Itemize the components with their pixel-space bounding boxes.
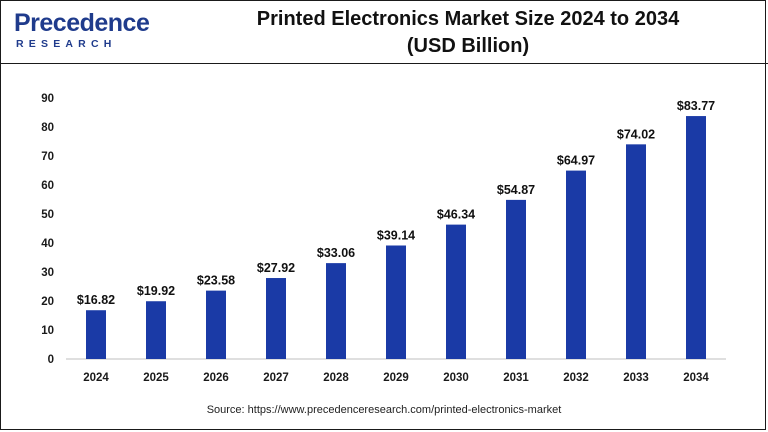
header-divider: [0, 63, 768, 64]
bar-chart: 0102030405060708090$16.822024$19.922025$…: [41, 93, 726, 384]
y-tick-label: 90: [41, 93, 54, 105]
source-note: Source: https://www.precedenceresearch.c…: [206, 404, 562, 416]
bar-2033: [626, 144, 646, 359]
data-label-2032: $64.97: [557, 154, 595, 168]
bar-2026: [206, 290, 226, 359]
x-tick-label-2033: 2033: [623, 372, 649, 384]
chart-title-line-2: (USD Billion): [406, 35, 530, 57]
y-tick-label: 20: [41, 296, 54, 308]
x-tick-label-2032: 2032: [563, 372, 589, 384]
data-label-2026: $23.58: [197, 274, 235, 288]
bar-2031: [506, 199, 526, 359]
y-tick-label: 70: [41, 151, 54, 163]
x-tick-label-2029: 2029: [383, 372, 409, 384]
data-label-2034: $83.77: [677, 99, 715, 113]
bar-2030: [446, 224, 466, 359]
x-tick-label-2025: 2025: [143, 372, 169, 384]
y-tick-label: 10: [41, 325, 54, 337]
data-label-2024: $16.82: [77, 293, 115, 307]
data-label-2025: $19.92: [137, 284, 175, 298]
bar-2029: [386, 245, 406, 359]
brand-logo: Precedence RESEARCH: [14, 8, 150, 56]
data-label-2028: $33.06: [317, 246, 355, 260]
bar-2028: [326, 263, 346, 359]
x-tick-label-2024: 2024: [83, 372, 109, 384]
brand-name: Precedence: [14, 9, 150, 37]
y-tick-label: 40: [41, 238, 54, 250]
x-tick-label-2026: 2026: [203, 372, 229, 384]
data-label-2029: $39.14: [377, 228, 415, 242]
data-label-2031: $54.87: [497, 183, 535, 197]
bar-2027: [266, 278, 286, 359]
y-tick-label: 0: [48, 354, 54, 366]
data-label-2030: $46.34: [437, 208, 475, 222]
data-label-2027: $27.92: [257, 261, 295, 275]
y-tick-label: 80: [41, 122, 54, 134]
chart-title-line-1: Printed Electronics Market Size 2024 to …: [256, 8, 680, 30]
bar-2025: [146, 301, 166, 359]
y-tick-label: 30: [41, 267, 54, 279]
bar-2032: [566, 170, 586, 359]
y-tick-label: 60: [41, 180, 54, 192]
y-tick-label: 50: [41, 209, 54, 221]
bar-2034: [686, 116, 706, 359]
chart-title: Printed Electronics Market Size 2024 to …: [168, 6, 768, 60]
data-label-2033: $74.02: [617, 127, 655, 141]
bar-2024: [86, 310, 106, 359]
x-tick-label-2031: 2031: [503, 372, 529, 384]
x-tick-label-2034: 2034: [683, 372, 709, 384]
x-tick-label-2027: 2027: [263, 372, 289, 384]
x-tick-label-2030: 2030: [443, 372, 469, 384]
brand-subtitle: RESEARCH: [16, 38, 117, 50]
x-tick-label-2028: 2028: [323, 372, 349, 384]
